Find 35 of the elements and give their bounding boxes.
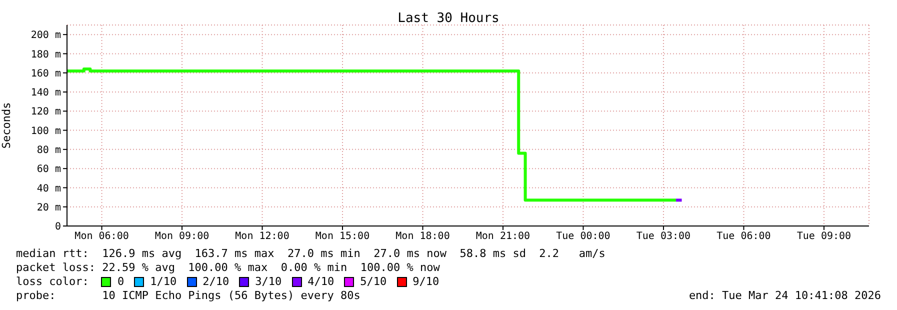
x-tick-label: Mon 06:00 bbox=[74, 231, 129, 242]
y-tick-label: 200 m bbox=[30, 30, 61, 42]
y-tick-label: 100 m bbox=[30, 126, 61, 137]
x-tick-label: Mon 12:00 bbox=[235, 231, 290, 242]
legend-label: 1/10 bbox=[149, 275, 177, 289]
legend-title: loss color: bbox=[16, 275, 90, 289]
x-tick-label: Mon 18:00 bbox=[396, 231, 450, 242]
y-tick-label: 140 m bbox=[30, 88, 61, 99]
chart-title: Last 30 Hours bbox=[396, 11, 500, 26]
text: packet loss: 22.59 % avg 100.00 % max 0.00 % min 100.00 % now bbox=[16, 261, 441, 275]
legend-label: 5/10 bbox=[359, 275, 387, 289]
y-tick-label: 80 m bbox=[36, 144, 61, 156]
y-tick-label: 20 m bbox=[36, 202, 61, 214]
legend-label: 9/10 bbox=[412, 275, 440, 289]
y-tick-label: 60 m bbox=[36, 164, 61, 176]
text: probe: 10 ICMP Echo Pings (56 Bytes) every 80s bbox=[16, 289, 360, 303]
x-tick-label: Tue 00:00 bbox=[556, 231, 610, 242]
x-tick-label: Tue 03:00 bbox=[636, 231, 691, 242]
y-tick-label: 180 m bbox=[30, 49, 61, 60]
y-tick-label: 160 m bbox=[30, 68, 61, 80]
x-tick-label: Mon 09:00 bbox=[154, 231, 210, 242]
legend-label: 0 bbox=[116, 275, 124, 289]
x-tick-label: Mon 21:00 bbox=[476, 231, 530, 242]
legend-label: 2/10 bbox=[202, 275, 230, 289]
legend-label: 4/10 bbox=[306, 275, 334, 289]
x-tick-label: Tue 09:00 bbox=[796, 231, 852, 242]
y-tick-label: 40 m bbox=[36, 183, 61, 194]
y-tick-label: 0 bbox=[54, 222, 61, 233]
y-axis-title: Seconds bbox=[0, 102, 13, 149]
text: end: Tue Mar 24 10:41:08 2026 bbox=[688, 289, 881, 303]
legend-label: 3/10 bbox=[254, 275, 282, 289]
y-tick-label: 120 m bbox=[30, 106, 61, 118]
x-tick-label: Tue 06:00 bbox=[716, 231, 771, 242]
x-tick-label: Mon 15:00 bbox=[315, 231, 370, 242]
text: median rtt: 126.9 ms avg 163.7 ms max 27.0 ms min 27.0 ms now 58.8 ms sd 2.2 am/s bbox=[16, 247, 606, 261]
